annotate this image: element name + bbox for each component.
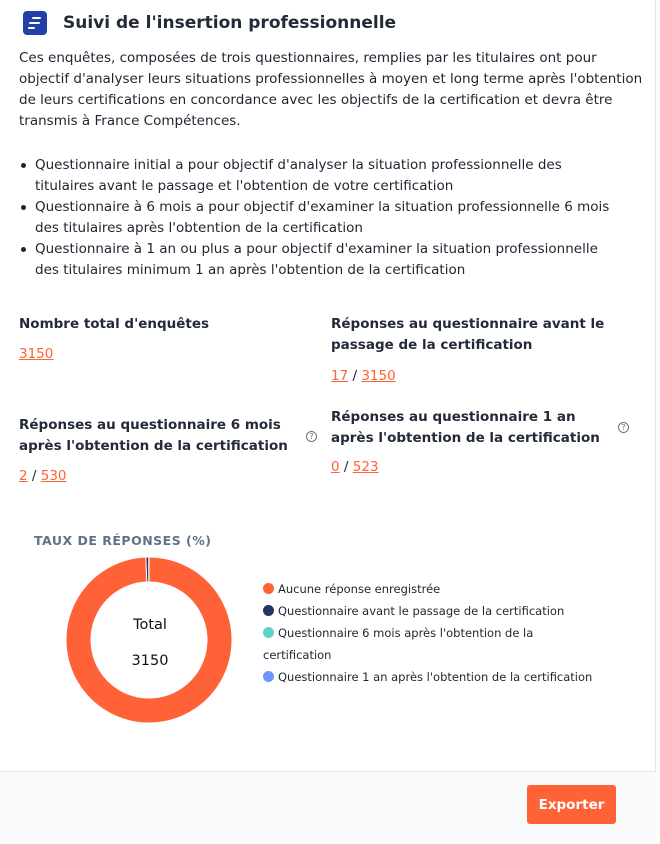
card-header: Suivi de l'insertion professionnelle <box>23 11 396 35</box>
total-value: 3150 <box>19 346 53 362</box>
legend-label: Questionnaire 1 an après l'obtention de … <box>278 670 593 684</box>
legend-item[interactable]: Questionnaire 1 an après l'obtention de … <box>263 666 593 688</box>
legend-item[interactable]: Questionnaire avant le passage de la cer… <box>263 600 593 622</box>
before-answered-link[interactable]: 17 <box>331 368 349 384</box>
page-title: Suivi de l'insertion professionnelle <box>63 13 397 33</box>
center-value: 3150 <box>132 653 169 669</box>
separator: / <box>31 468 37 484</box>
six-months-label: Réponses au questionnaire 6 mois après l… <box>19 417 288 454</box>
legend-label: Questionnaire avant le passage de la cer… <box>278 604 565 618</box>
one-year-value: 0 / 523 <box>331 459 379 475</box>
separator: / <box>343 459 349 475</box>
chart-title: TAUX DE RÉPONSES (%) <box>34 533 212 548</box>
chart-legend: Aucune réponse enregistrée Questionnaire … <box>263 578 593 688</box>
one-year-answered-link[interactable]: 0 <box>331 459 340 475</box>
six-months-answered-link[interactable]: 2 <box>19 468 28 484</box>
legend-label: Aucune réponse enregistrée <box>278 582 441 596</box>
center-label: Total <box>132 617 167 633</box>
legend-label: Questionnaire 6 mois après l'obtention d… <box>263 626 534 662</box>
intro-text: Ces enquêtes, composées de trois questio… <box>19 50 643 129</box>
help-icon[interactable]: ? <box>618 422 629 433</box>
total-link[interactable]: 3150 <box>19 346 54 362</box>
footer: Exporter <box>0 771 656 844</box>
separator: / <box>352 368 358 384</box>
donut-slice[interactable] <box>65 556 233 724</box>
before-total-link[interactable]: 3150 <box>361 368 396 384</box>
list-item: Questionnaire initial a pour objectif d'… <box>19 155 619 197</box>
list-item: Questionnaire à 6 mois a pour objectif d… <box>19 197 619 239</box>
legend-dot-icon <box>263 671 274 682</box>
legend-dot-icon <box>263 627 274 638</box>
one-year-total-link[interactable]: 523 <box>352 459 379 475</box>
list-item: Questionnaire à 1 an ou plus a pour obje… <box>19 239 619 281</box>
six-months-value: 2 / 530 <box>19 468 67 484</box>
total-label: Nombre total d'enquêtes <box>19 316 210 332</box>
before-value: 17 / 3150 <box>331 368 396 384</box>
legend-item[interactable]: Aucune réponse enregistrée <box>263 578 593 600</box>
help-icon[interactable]: ? <box>306 431 317 442</box>
questionnaire-list: Questionnaire initial a pour objectif d'… <box>19 155 619 281</box>
six-months-total-link[interactable]: 530 <box>40 468 67 484</box>
export-button[interactable]: Exporter <box>527 785 616 824</box>
before-label: Réponses au questionnaire avant le passa… <box>331 316 605 353</box>
donut-slice[interactable] <box>145 556 150 583</box>
one-year-label: Réponses au questionnaire 1 an après l'o… <box>331 409 600 446</box>
legend-item[interactable]: Questionnaire 6 mois après l'obtention d… <box>263 622 593 666</box>
survey-logo-icon <box>23 11 47 35</box>
legend-dot-icon <box>263 583 274 594</box>
legend-dot-icon <box>263 605 274 616</box>
